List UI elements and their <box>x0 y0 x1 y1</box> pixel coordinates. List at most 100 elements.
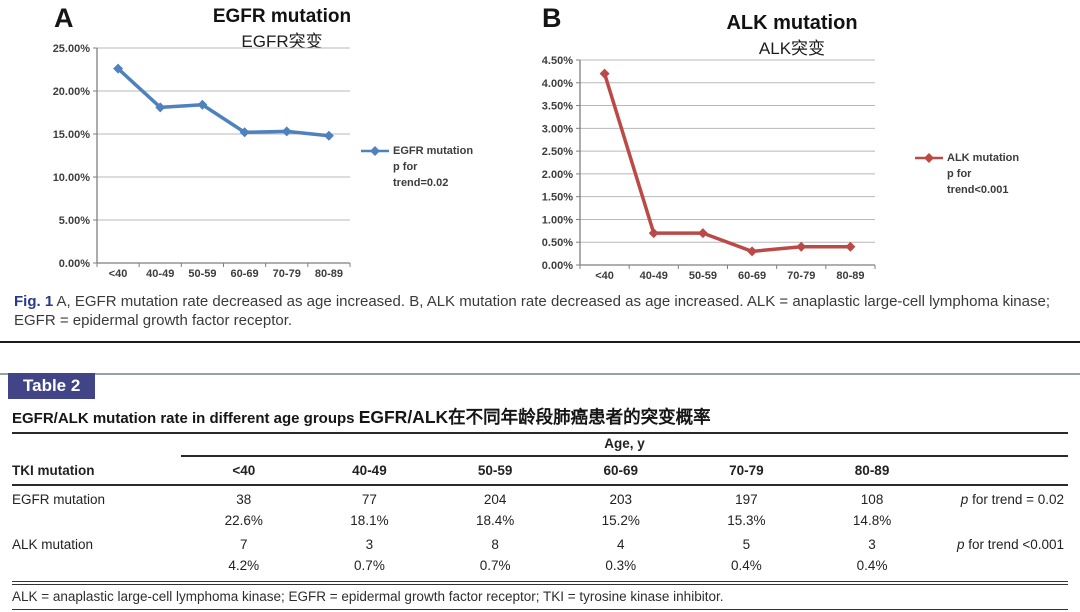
row-label-alk: ALK mutation <box>12 537 94 552</box>
cell-percent: 18.1% <box>350 513 389 528</box>
cell-count: 4 <box>616 537 625 552</box>
alk-legend-marker-icon <box>915 153 943 163</box>
svg-text:15.00%: 15.00% <box>53 129 91 141</box>
table-top-rule <box>0 373 1080 375</box>
p-symbol: p <box>957 537 965 552</box>
cell-percent: 0.4% <box>856 558 888 573</box>
svg-text:5.00%: 5.00% <box>59 215 90 227</box>
legend-line: ALK mutation <box>947 152 1020 164</box>
footnote-top-rule <box>12 581 1068 585</box>
table-row-egfr-percents: 22.6% 18.1% 18.4% 15.2% 15.3% 14.8% <box>12 510 1068 531</box>
alk-chart-legend: ALK mutation p for trend<0.001 <box>915 150 1019 198</box>
empty-cell <box>12 555 181 576</box>
legend-line: trend=0.02 <box>393 177 449 189</box>
table-title: EGFR/ALK mutation rate in different age … <box>12 404 1068 434</box>
table-title-en: EGFR/ALK mutation rate in different age … <box>12 410 355 427</box>
figure-caption-label: Fig. 1 <box>14 293 54 310</box>
cell-percent: 0.7% <box>479 558 511 573</box>
svg-text:60-69: 60-69 <box>738 270 766 282</box>
table-2-section: Table 2 EGFR/ALK mutation rate in differ… <box>0 373 1080 612</box>
col-header-age: 70-79 <box>683 456 810 486</box>
figure-caption: Fig. 1 A, EGFR mutation rate decreased a… <box>14 292 1066 330</box>
col-header-age: 80-89 <box>809 456 935 486</box>
p-text: for trend = 0.02 <box>968 492 1064 507</box>
col-header-tki: TKI mutation <box>12 456 181 486</box>
svg-text:3.50%: 3.50% <box>542 101 573 113</box>
empty-cell <box>12 510 181 531</box>
table-row-alk-counts: ALK mutation 7 3 8 4 5 3 p for trend <0.… <box>12 531 1068 555</box>
col-header-age: <40 <box>180 456 307 486</box>
cell-count: 38 <box>236 492 252 507</box>
svg-text:80-89: 80-89 <box>836 270 864 282</box>
col-header-age: 50-59 <box>432 456 558 486</box>
figure-1-section: A EGFR mutation EGFR突变 0.00% 5.00% 10.00% 1… <box>0 0 1080 343</box>
legend-line: EGFR mutation <box>393 145 474 157</box>
egfr-chart-title: EGFR mutation <box>212 6 352 27</box>
cell-count: 197 <box>735 492 758 507</box>
cell-percent: 15.3% <box>727 513 766 528</box>
row-label-egfr: EGFR mutation <box>12 492 106 507</box>
table-row-alk-percents: 4.2% 0.7% 0.7% 0.3% 0.4% 0.4% <box>12 555 1068 576</box>
legend-line: trend<0.001 <box>947 184 1009 196</box>
cell-percent: 15.2% <box>601 513 640 528</box>
svg-text:<40: <40 <box>109 268 128 280</box>
svg-text:4.00%: 4.00% <box>542 78 573 90</box>
cell-count: 3 <box>365 537 374 552</box>
cell-percent: 0.4% <box>731 558 762 573</box>
svg-text:40-49: 40-49 <box>640 270 668 282</box>
panel-a-label: A <box>54 3 74 33</box>
age-group-header: Age, y <box>180 434 1068 457</box>
table-bottom-rule <box>12 609 1068 612</box>
egfr-chart-panel: A EGFR mutation EGFR突变 0.00% 5.00% 10.00% 1… <box>0 0 530 290</box>
figure-caption-text: A, EGFR mutation rate decreased as age i… <box>14 293 1050 329</box>
table-badge-row: Table 2 <box>0 373 1080 399</box>
age-span-row: Age, y <box>12 434 1068 457</box>
panel-b-label: B <box>542 3 562 33</box>
table-title-zh: EGFR/ALK在不同年龄段肺癌患者的突变概率 <box>358 407 711 427</box>
svg-text:40-49: 40-49 <box>146 268 174 280</box>
cell-percent: 22.6% <box>224 513 263 528</box>
cell-count: 8 <box>491 537 499 552</box>
alk-chart-title: ALK mutation <box>726 12 858 34</box>
col-header-p <box>934 456 1068 486</box>
p-text: for trend <0.001 <box>964 537 1064 552</box>
empty-cell <box>935 555 1068 576</box>
svg-text:70-79: 70-79 <box>787 270 815 282</box>
alk-line-chart: 0.00% 0.50% 1.00% 1.50% 2.00% 2.50% 3.00% 3.50%… <box>542 55 876 282</box>
cell-count: 203 <box>609 492 633 507</box>
alk-chart-panel: B ALK mutation ALK突变 0.00% 0.50% 1.00% 1.50… <box>530 0 1080 290</box>
svg-text:70-79: 70-79 <box>273 268 301 280</box>
table-badge: Table 2 <box>8 373 96 399</box>
legend-line: p for <box>393 161 418 173</box>
svg-text:50-59: 50-59 <box>689 270 717 282</box>
cell-percent: 18.4% <box>475 513 515 528</box>
egfr-legend-marker-icon <box>361 146 389 156</box>
cell-percent: 4.2% <box>228 558 260 573</box>
p-symbol: p <box>960 492 969 507</box>
cell-count: 108 <box>860 492 884 507</box>
egfr-chart-legend: EGFR mutation p for trend=0.02 <box>361 143 473 191</box>
cell-count: 204 <box>483 492 507 507</box>
svg-text:3.00%: 3.00% <box>542 123 573 135</box>
col-header-age: 60-69 <box>557 456 684 486</box>
svg-text:20.00%: 20.00% <box>53 86 91 98</box>
svg-text:50-59: 50-59 <box>188 268 216 280</box>
egfr-line-chart: 0.00% 5.00% 10.00% 15.00% 20.00% 25.00% <40 40-… <box>53 43 351 280</box>
svg-text:1.50%: 1.50% <box>542 192 573 204</box>
p-value-egfr: p for trend = 0.02 <box>935 485 1068 510</box>
svg-text:25.00%: 25.00% <box>53 43 91 55</box>
svg-text:4.50%: 4.50% <box>542 55 573 67</box>
cell-percent: 14.8% <box>852 513 892 528</box>
empty-cell <box>12 434 181 456</box>
alk-legend-text: ALK mutation p for trend<0.001 <box>947 150 1019 198</box>
svg-text:10.00%: 10.00% <box>53 172 91 184</box>
cell-percent: 0.7% <box>354 558 385 573</box>
cell-count: 7 <box>240 537 248 552</box>
col-header-age: 40-49 <box>306 456 433 486</box>
svg-text:<40: <40 <box>595 270 614 282</box>
table-row-egfr-counts: EGFR mutation 38 77 204 203 197 108 p fo… <box>12 485 1068 510</box>
svg-text:60-69: 60-69 <box>231 268 259 280</box>
egfr-legend-text: EGFR mutation p for trend=0.02 <box>393 143 473 191</box>
cell-count: 5 <box>742 537 751 552</box>
svg-text:0.00%: 0.00% <box>59 258 90 270</box>
